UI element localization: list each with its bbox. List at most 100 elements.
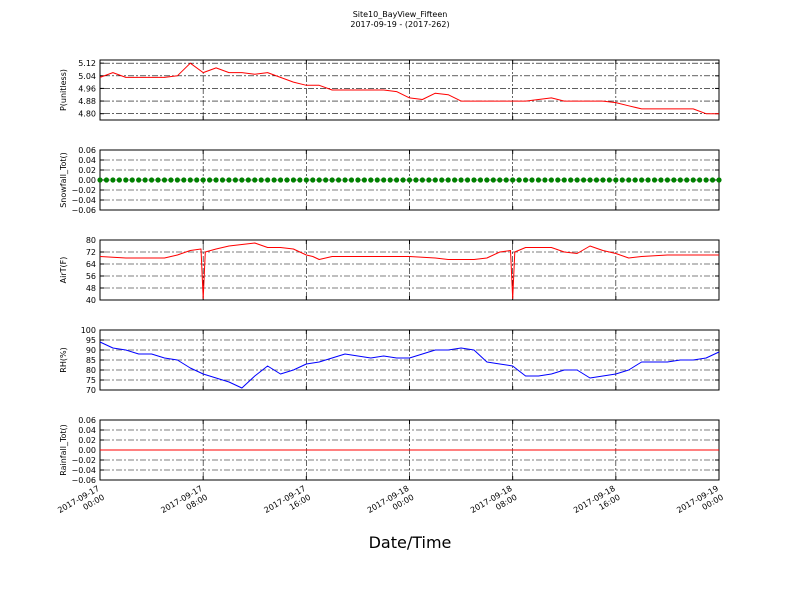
y-axis-label: Snowfall_Tot() <box>59 152 68 208</box>
y-tick-label: −0.04 <box>71 466 96 475</box>
y-tick-label: 0.02 <box>78 436 96 445</box>
data-point <box>116 177 122 183</box>
y-tick-label: 75 <box>86 376 96 385</box>
data-point <box>310 177 316 183</box>
data-point <box>394 177 400 183</box>
data-point <box>355 177 361 183</box>
data-point <box>361 177 367 183</box>
data-point <box>213 177 219 183</box>
data-point <box>613 177 619 183</box>
y-tick-label: −0.04 <box>71 196 96 205</box>
data-point <box>645 177 651 183</box>
data-point <box>323 177 329 183</box>
data-point <box>168 177 174 183</box>
series-line <box>99 62 719 115</box>
y-axis-label: RH(%) <box>59 347 68 372</box>
data-point <box>709 177 716 183</box>
data-point <box>406 177 413 183</box>
data-point <box>316 177 322 183</box>
data-point <box>619 177 625 183</box>
data-point <box>219 177 226 183</box>
y-tick-label: 0.06 <box>78 146 96 155</box>
data-point <box>574 177 580 183</box>
y-tick-label: 80 <box>86 366 96 375</box>
data-point <box>452 177 458 183</box>
data-point <box>503 177 509 183</box>
data-point <box>335 177 342 183</box>
data-point <box>510 177 516 183</box>
y-axis-label: Rainfall_Tot() <box>59 424 68 476</box>
data-point <box>258 177 264 183</box>
y-tick-label: 0.00 <box>78 176 96 185</box>
data-point <box>497 177 503 183</box>
data-point <box>490 177 496 183</box>
data-point <box>593 177 600 183</box>
data-point <box>542 177 548 183</box>
data-point <box>413 177 419 183</box>
y-tick-label: 80 <box>86 236 96 245</box>
data-point <box>187 177 193 183</box>
y-tick-label: 4.96 <box>78 84 96 93</box>
series-line <box>99 341 720 389</box>
data-point <box>458 177 464 183</box>
figure-title: Site10_BayView_Fifteen <box>352 10 448 19</box>
data-point <box>200 177 206 183</box>
y-tick-label: 0.02 <box>78 166 96 175</box>
data-point <box>387 177 393 183</box>
y-tick-label: 56 <box>86 272 96 281</box>
data-point <box>626 177 632 183</box>
data-point <box>97 177 103 183</box>
data-point <box>329 177 335 183</box>
data-point <box>471 177 477 183</box>
series-line <box>99 242 719 299</box>
data-point <box>555 177 561 183</box>
data-point <box>639 177 645 183</box>
y-tick-label: 4.80 <box>78 110 96 119</box>
y-tick-label: −0.02 <box>71 186 96 195</box>
data-point <box>664 177 671 183</box>
data-point <box>522 177 529 183</box>
x-tick-label: 2017-09-1808:00 <box>469 484 519 524</box>
panel-5: 0.060.040.020.00−0.02−0.04−0.06Rainfall_… <box>59 416 720 485</box>
y-tick-label: 5.04 <box>78 72 96 81</box>
data-point <box>632 177 638 183</box>
figure-subtitle: 2017-09-19 - (2017-262) <box>350 20 450 29</box>
panel-2: 0.060.040.020.00−0.02−0.04−0.06Snowfall_… <box>59 146 722 215</box>
data-point <box>516 177 522 183</box>
data-point <box>303 177 309 183</box>
panel-1: 5.12 5.04 4.96 4.88 4.80 P(unitless) <box>59 59 720 121</box>
data-point <box>368 177 374 183</box>
data-point <box>297 177 303 183</box>
y-axis-label: P(unitless) <box>59 69 68 111</box>
data-point <box>445 177 451 183</box>
data-point <box>606 177 612 183</box>
data-point <box>484 177 490 183</box>
y-tick-label: 0.04 <box>78 426 96 435</box>
data-point <box>580 177 587 183</box>
data-point <box>129 177 135 183</box>
data-point <box>207 177 213 183</box>
data-point <box>671 177 677 183</box>
y-tick-label: 95 <box>86 336 96 345</box>
y-tick-label: 4.88 <box>78 97 96 106</box>
data-point <box>703 177 709 183</box>
y-axis-label: AirT(F) <box>59 257 68 284</box>
data-point <box>103 177 110 183</box>
data-point <box>277 177 284 183</box>
data-point <box>136 177 142 183</box>
y-tick-label: 85 <box>86 356 96 365</box>
data-point <box>419 177 425 183</box>
x-axis-title: Date/Time <box>368 533 452 552</box>
y-tick-label: 100 <box>81 326 96 335</box>
data-point <box>284 177 290 183</box>
x-tick-label: 2017-09-1800:00 <box>366 484 416 524</box>
data-point <box>381 177 387 183</box>
data-point <box>232 177 239 183</box>
y-tick-label: 5.12 <box>78 59 96 68</box>
y-tick-label: 0.00 <box>78 446 96 455</box>
data-point <box>651 177 658 183</box>
data-point <box>123 177 129 183</box>
data-point <box>265 177 271 183</box>
